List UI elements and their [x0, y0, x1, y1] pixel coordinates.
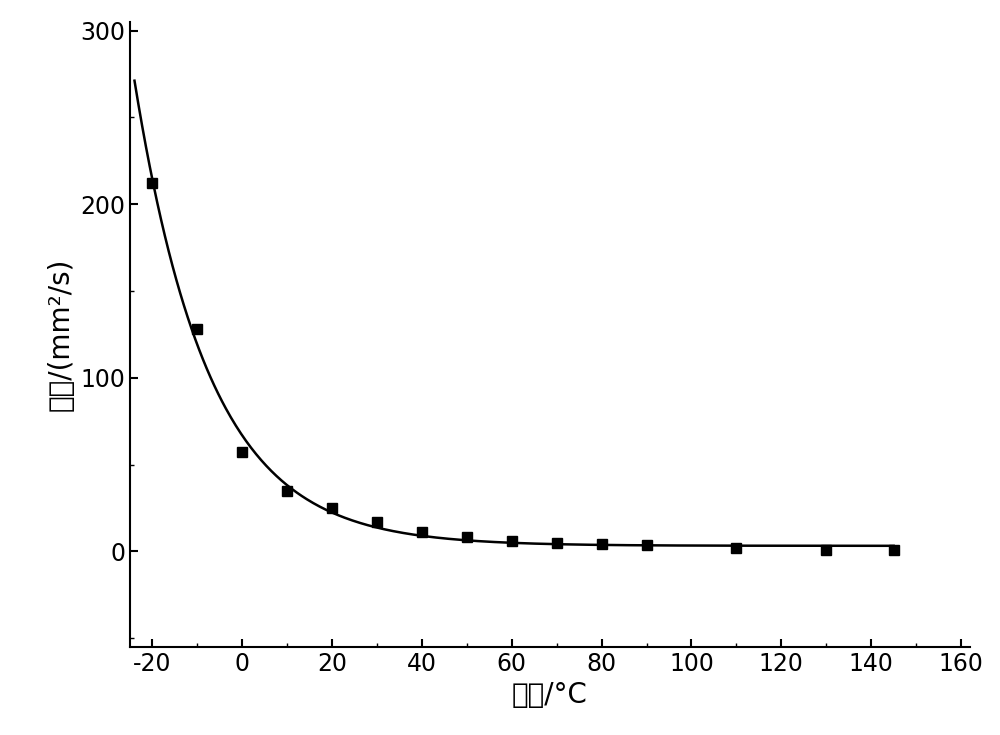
X-axis label: 温度/°C: 温度/°C — [512, 681, 588, 709]
Y-axis label: 粠度/(mm²/s): 粠度/(mm²/s) — [47, 258, 75, 411]
